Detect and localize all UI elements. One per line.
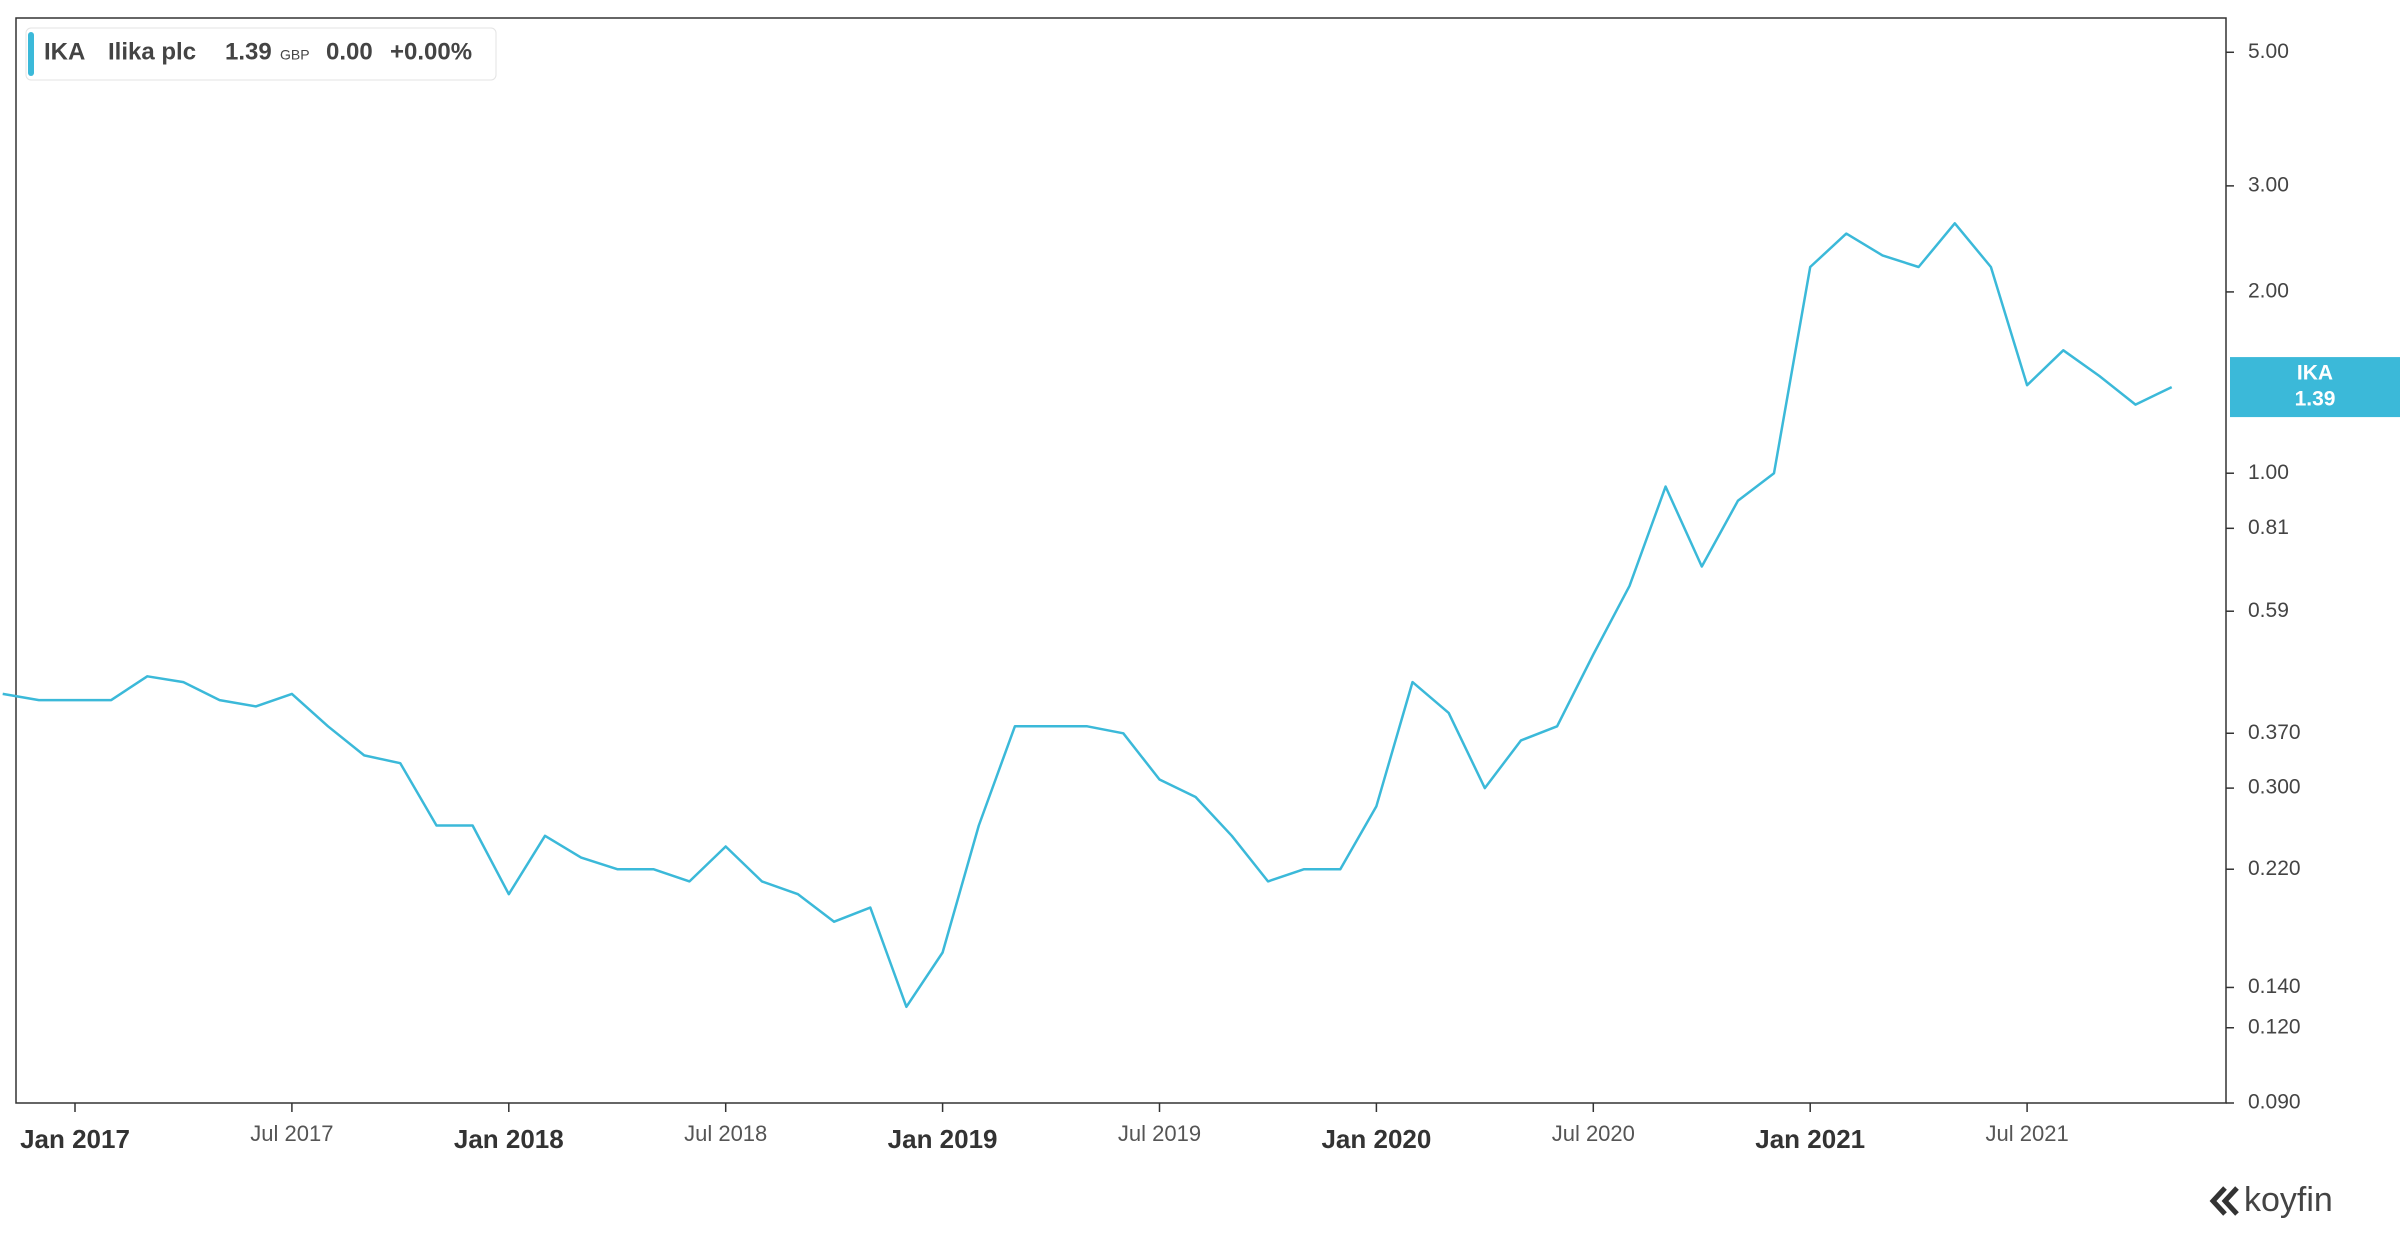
plot-frame xyxy=(15,17,2227,1104)
y-tick-label: 0.300 xyxy=(2248,776,2301,799)
company-name: Ilika plc xyxy=(108,38,196,65)
brand-name: koyfin xyxy=(2244,1181,2333,1219)
x-tick-label: Jan 2017 xyxy=(20,1124,130,1154)
x-tick-label: Jul 2021 xyxy=(1986,1121,2069,1146)
brand: koyfin xyxy=(2209,1181,2333,1219)
last-price: 1.39 xyxy=(225,38,272,65)
legend-box: IKA Ilika plc 1.39 GBP 0.00 +0.00% xyxy=(25,27,497,81)
last-price-tag-value: 1.39 xyxy=(2295,388,2336,411)
change-percent: +0.00% xyxy=(390,38,472,65)
currency: GBP xyxy=(280,47,310,63)
y-tick-label: 1.00 xyxy=(2248,461,2289,484)
x-tick-label: Jan 2018 xyxy=(454,1124,564,1154)
x-tick-label: Jul 2020 xyxy=(1552,1121,1635,1146)
brand-icon xyxy=(2209,1186,2239,1216)
x-tick-label: Jul 2017 xyxy=(250,1121,333,1146)
y-tick-label: 0.370 xyxy=(2248,721,2301,744)
y-tick-label: 0.090 xyxy=(2248,1091,2301,1114)
x-tick-label: Jan 2021 xyxy=(1755,1124,1865,1154)
x-tick-label: Jul 2019 xyxy=(1118,1121,1201,1146)
y-tick-label: 0.81 xyxy=(2248,516,2289,539)
x-tick-label: Jan 2019 xyxy=(888,1124,998,1154)
x-tick-label: Jul 2018 xyxy=(684,1121,767,1146)
y-tick-label: 3.00 xyxy=(2248,173,2289,196)
legend-swatch xyxy=(28,32,34,76)
price-line xyxy=(2,222,2173,1009)
y-tick-label: 0.220 xyxy=(2248,857,2301,880)
legend-background xyxy=(25,27,497,81)
y-tick-label: 0.140 xyxy=(2248,975,2301,998)
x-tick-label: Jan 2020 xyxy=(1321,1124,1431,1154)
last-price-tag xyxy=(2230,357,2400,418)
y-tick-label: 0.120 xyxy=(2248,1015,2301,1038)
ticker: IKA xyxy=(44,38,85,65)
y-tick-label: 2.00 xyxy=(2248,279,2289,302)
change: 0.00 xyxy=(326,38,373,65)
y-tick-label: 5.00 xyxy=(2248,40,2289,63)
last-price-tag-ticker: IKA xyxy=(2297,362,2333,385)
y-tick-label: 0.59 xyxy=(2248,599,2289,622)
